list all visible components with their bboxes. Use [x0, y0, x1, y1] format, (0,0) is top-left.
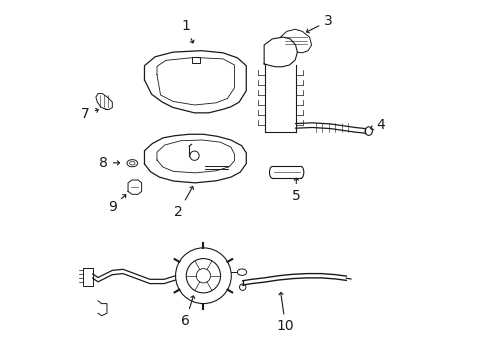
Text: 10: 10: [276, 292, 294, 333]
Text: 9: 9: [108, 195, 125, 214]
Text: 2: 2: [174, 187, 193, 219]
Bar: [82, 268, 93, 286]
Text: 4: 4: [370, 118, 384, 132]
Text: 1: 1: [181, 19, 194, 43]
Text: 3: 3: [306, 14, 332, 33]
Text: 8: 8: [99, 156, 119, 170]
Text: 7: 7: [81, 107, 98, 121]
Text: 5: 5: [291, 178, 300, 203]
Text: 6: 6: [181, 296, 194, 328]
